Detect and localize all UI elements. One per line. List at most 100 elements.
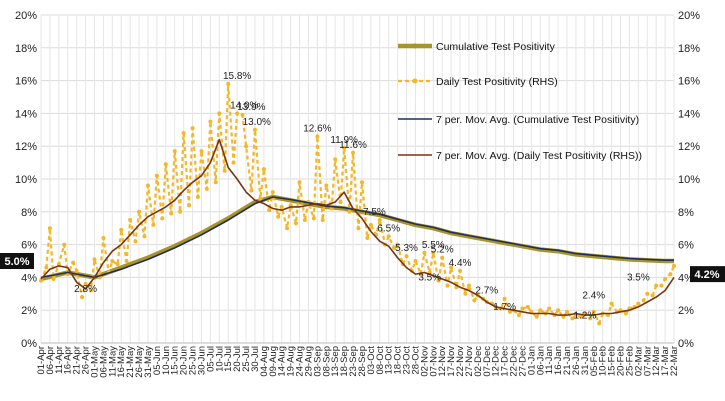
legend-entry: Cumulative Test Positivity [436,41,556,53]
series-point [668,272,673,277]
left-y-tick: 12% [15,141,37,153]
series-point [623,311,628,316]
series-point [39,278,43,283]
x-tick-label: 16-Jan [553,346,564,375]
x-tick-label: 10-Feb [598,346,609,376]
series-point [329,206,334,211]
x-tick-label: 01-Apr [36,346,47,375]
x-tick-label: 29-Aug [303,346,314,377]
x-tick-label: 01-May [89,346,100,378]
series-point [163,162,168,167]
x-tick-label: 06-May [98,346,109,378]
x-tick-label: 12-Mar [651,346,662,376]
legend: Cumulative Test Positivity Daily Test Pos… [398,41,642,162]
series-point [338,199,343,204]
x-tick-label: 05-Feb [589,346,600,376]
series-point [133,239,138,244]
series-point [71,260,76,265]
series-point [645,291,650,296]
series-point [342,145,347,150]
data-labels: 15.8% 14.0%13.9% 13.0% 12.6%11.9%11.6% 7.5% 6… [74,71,650,321]
series-point [463,291,468,296]
x-axis: 01-Apr06-Apr11-Apr16-Apr21-Apr26-Apr01-M… [36,346,680,378]
series-point [213,180,218,185]
series-point [208,119,213,124]
series-point [413,259,418,263]
series-point [199,149,204,154]
left-y-tick: 0% [21,338,37,350]
x-tick-label: 27-Dec [517,346,528,377]
series-point [458,268,463,273]
right-y-tick: 12% [678,141,700,153]
x-tick-label: 13-Sep [330,346,341,377]
right-y-axis: 0%2%4%6%8%10%12%14%16%18%20% [678,10,700,350]
data-label: 1.2% [573,310,596,321]
series-point [663,277,668,282]
series-point [520,306,525,311]
series-line [40,138,675,316]
series-point [579,314,584,319]
x-tick-label: 23-Sep [348,346,359,377]
right-badge-label: 4.2% [694,269,719,281]
left-y-tick: 8% [21,207,37,219]
series-point [302,218,307,222]
x-tick-label: 03-Oct [366,346,377,375]
x-tick-label: 20-Jun [179,346,190,375]
x-tick-label: 30-Jun [196,346,207,375]
right-y-tick: 8% [678,207,694,219]
left-y-tick: 10% [15,174,37,186]
series-point [404,254,409,259]
series-point [110,259,115,263]
right-y-tick: 0% [678,338,694,350]
right-y-tick: 6% [678,240,694,252]
x-tick-label: 31-Jan [580,346,591,375]
x-tick-label: 11-Jan [544,346,555,374]
x-tick-label: 21-May [125,346,136,378]
x-tick-label: 22-Nov [455,346,466,377]
data-label: 13.0% [243,117,271,128]
left-y-tick: 6% [21,240,37,252]
series-point [365,236,370,241]
x-tick-label: 18-Oct [393,346,404,375]
series-point [115,262,120,267]
data-label: 1.7% [493,302,516,313]
series-point [169,211,174,216]
series-point [466,283,471,288]
series-point [47,226,52,231]
x-tick-label: 17-Nov [446,346,457,377]
x-tick-label: 22-Mar [669,346,680,376]
series-point [172,149,177,154]
x-tick-label: 25-Feb [624,346,635,376]
x-tick-label: 14-Aug [277,346,288,377]
series-point [62,242,67,247]
x-tick-label: 05-Jul [205,346,216,372]
right-y-tick: 10% [678,174,700,186]
series-point [195,195,200,200]
x-tick-label: 16-Apr [63,346,74,375]
series-point [386,234,391,239]
series-point [119,227,124,232]
left-y-tick: 4% [21,272,37,284]
series-point [431,250,436,255]
legend-marker [412,43,418,49]
x-tick-label: 06-Apr [45,346,56,375]
series-point [547,306,552,311]
series-point [368,222,373,227]
series-point [472,298,477,303]
series-point [440,255,445,260]
x-tick-label: 31-May [143,346,154,378]
series-point [445,283,450,288]
series-point [377,218,382,222]
x-tick-label: 04-Aug [259,346,270,377]
x-tick-label: 11-Apr [54,346,65,374]
x-tick-label: 22-Dec [509,346,520,377]
series-point [142,234,147,239]
series-point [145,183,150,188]
data-label: 6.5% [377,223,400,234]
x-tick-label: 20-Jul [232,346,243,372]
series-point [190,126,195,131]
series-point [636,301,641,306]
series-point [507,309,512,314]
x-tick-label: 15-Feb [607,346,618,376]
series-point [351,150,356,155]
